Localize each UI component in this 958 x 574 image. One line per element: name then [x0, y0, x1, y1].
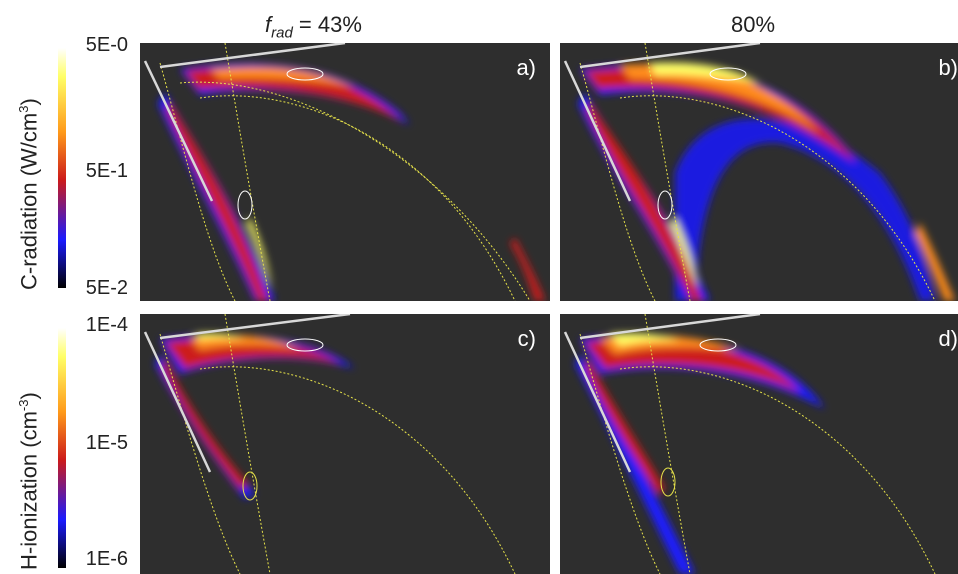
panel-c-label: c)	[517, 326, 536, 351]
panel-d-label: d)	[938, 326, 958, 351]
cbar-top-tick-min: 5E-2	[85, 277, 128, 299]
colorbar-top	[58, 48, 66, 288]
panel-a-image	[143, 43, 545, 301]
panel-b-label: b)	[938, 55, 958, 80]
panel-a-label: a)	[516, 55, 536, 80]
cbar-bottom-tick-min: 1E-6	[85, 548, 128, 570]
frad-subscript: rad	[271, 24, 293, 42]
cbar-bottom-tick-max: 1E-4	[85, 314, 128, 336]
panel-c-image	[143, 314, 516, 574]
panel-d: d)	[560, 314, 958, 574]
frad-value: = 43%	[292, 12, 362, 37]
panel-d-image	[563, 314, 936, 574]
panel-b-image	[563, 43, 955, 301]
frad-symbol: f	[265, 12, 272, 37]
colorbar-bottom	[58, 328, 66, 568]
column-title-right: 80%	[731, 12, 776, 37]
cbar-top-tick-max: 5E-0	[85, 34, 128, 56]
panel-a: a)	[140, 43, 550, 301]
cbar-top-tick-mid: 5E-1	[85, 160, 128, 182]
column-title-left: frad = 43%	[265, 12, 362, 41]
panel-c: c)	[140, 314, 550, 574]
cbar-bottom-tick-mid: 1E-5	[85, 432, 128, 454]
panel-b: b)	[560, 43, 958, 301]
